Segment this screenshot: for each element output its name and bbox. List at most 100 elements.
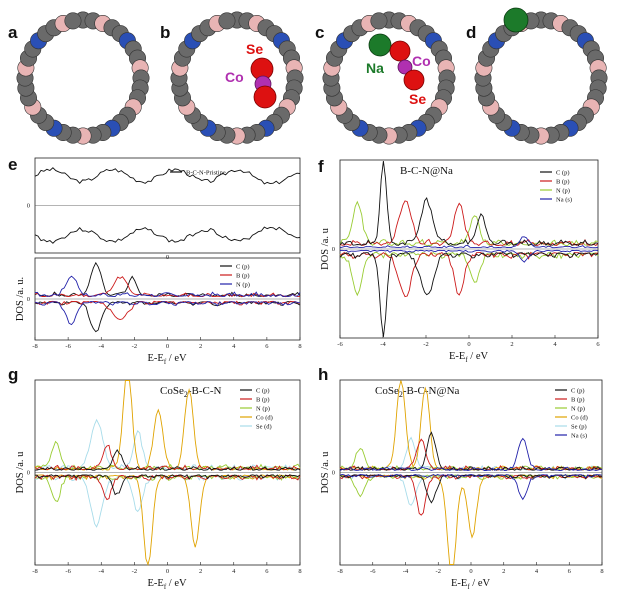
cose2-molecule-b: Se Co [225, 41, 277, 109]
legend-entry: B (p) [256, 397, 270, 404]
legend-entry: C (p) [256, 388, 270, 395]
plot-title: CoSe2-B-C-N [160, 385, 222, 399]
dos-curve-c [339, 474, 603, 504]
se-atom [403, 69, 425, 91]
nanotube-ring-c [322, 11, 456, 145]
legend-entry: Se (d) [256, 424, 272, 431]
y-tick-label: 0 [27, 296, 30, 303]
x-tick-label: -2 [436, 568, 441, 575]
legend-entry: N (p) [236, 282, 250, 289]
dos-curve-n [34, 301, 301, 326]
y-tick-label: 0 [27, 203, 30, 210]
y-tick-label: 0 [332, 470, 335, 477]
x-tick-label: 6 [265, 343, 269, 350]
dos-curve-n [339, 448, 603, 471]
x-axis-label: E-Ef / eV [148, 578, 187, 591]
x-tick-label: 6 [568, 568, 572, 575]
dos-curve-n [34, 275, 301, 298]
carbon-atom [64, 12, 82, 30]
legend-entry: B (p) [556, 179, 570, 186]
x-tick-label: 4 [232, 568, 236, 575]
y-tick-label: 0 [332, 246, 335, 253]
panel-label-f: f [318, 157, 324, 176]
nanotube-ring-b [170, 11, 304, 145]
cose2-na-molecule-c: Na Co Se [366, 33, 431, 107]
x-tick-label: 4 [535, 568, 539, 575]
dos-curve-se [34, 474, 301, 528]
dos-curve-total [34, 167, 301, 185]
x-tick-label: 8 [298, 568, 301, 575]
dos-curve-na [339, 473, 603, 501]
dos-curve-se [339, 436, 603, 471]
legend-entry: C (p) [556, 170, 570, 177]
nanotube-ring-a [16, 11, 150, 145]
x-tick-label: -8 [32, 568, 37, 575]
dos-curve-c [35, 449, 301, 471]
dos-curve-b [339, 438, 603, 471]
legend-entry: B-C-N-Pristine [186, 170, 226, 177]
panel-label-c: c [315, 23, 324, 42]
na-atom [368, 33, 392, 57]
dos-curve-b [34, 300, 301, 320]
panel-label-d: d [466, 23, 476, 42]
panel-label-h: h [318, 365, 328, 384]
dos-curve-n [34, 440, 301, 470]
dos-curve-c [339, 252, 599, 338]
x-tick-label: -2 [423, 341, 428, 348]
dos-curve-co [35, 474, 301, 567]
legend-entry: N (p) [256, 406, 270, 413]
legend-entry: B (p) [571, 397, 585, 404]
x-tick-label: -8 [32, 343, 37, 350]
legend-entry: N (p) [571, 406, 585, 413]
dos-curve-na [339, 437, 603, 471]
legend-entry: B (p) [236, 273, 250, 280]
dos-curve-na [339, 236, 599, 249]
se-atom [389, 40, 411, 62]
na-atom [503, 7, 529, 33]
x-tick-label: 0 [467, 341, 470, 348]
legend-entry: Se (p) [571, 424, 587, 431]
x-tick-label: -6 [370, 568, 376, 575]
dos-curve-n [339, 200, 599, 247]
co-atom [397, 59, 413, 75]
dos-curve-se [339, 474, 603, 506]
x-tick-label: 0 [166, 343, 169, 350]
x-tick-label: 4 [553, 341, 557, 348]
x-tick-label: 0 [166, 568, 169, 575]
legend-entry: Na (s) [556, 197, 572, 204]
legend-entry: C (p) [236, 264, 250, 271]
dos-curve-total [34, 226, 301, 244]
x-tick-label: 0 [469, 568, 472, 575]
carbon-atom [370, 12, 388, 30]
x-tick-label: 2 [510, 341, 513, 348]
dos-curve-na [339, 249, 599, 263]
x-axis-label: E-Ef / eV [451, 578, 490, 591]
x-tick-label: -4 [380, 341, 386, 348]
dos-curve-c [35, 474, 301, 496]
dos-curve-c [339, 431, 603, 471]
dos-curve-b [339, 474, 603, 516]
x-tick-label: -4 [99, 343, 105, 350]
x-tick-label: 6 [265, 568, 269, 575]
legend-entry: Co (d) [571, 415, 588, 422]
x-tick-label: 6 [596, 341, 600, 348]
dos-curve-b [339, 251, 599, 298]
dos-curve-b [34, 276, 301, 298]
panel-label-e: e [8, 155, 17, 174]
plot-title: CoSe2-B-C-N@Na [375, 385, 460, 399]
panel-label-b: b [160, 23, 170, 42]
dos-curve-co [339, 474, 603, 565]
nanotube-ring-d [474, 11, 608, 145]
dos-curve-b [339, 200, 599, 247]
x-tick-label: 8 [298, 343, 301, 350]
se-label: Se [246, 41, 263, 57]
x-tick-label: -6 [337, 341, 343, 348]
x-tick-label: -2 [132, 343, 137, 350]
x-tick-label: 2 [502, 568, 505, 575]
panel-label-g: g [8, 365, 18, 384]
legend-entry: Na (s) [571, 433, 587, 440]
